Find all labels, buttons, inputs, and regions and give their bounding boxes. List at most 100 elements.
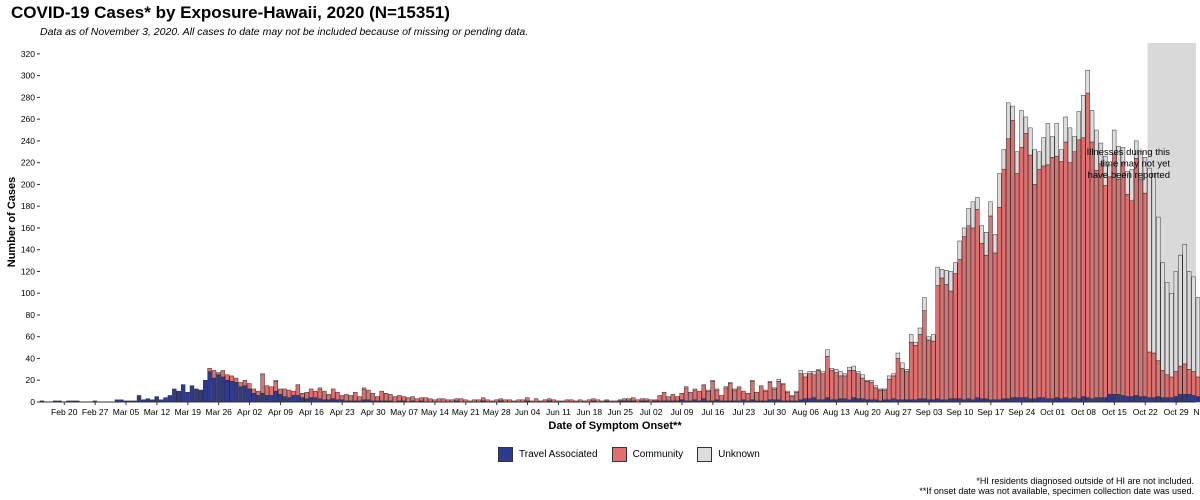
bar-community <box>966 225 971 399</box>
bar-community <box>308 388 314 398</box>
bar-community <box>348 395 353 402</box>
y-tick-label: 140 <box>21 245 35 255</box>
bar-community <box>666 396 671 402</box>
bar-community <box>878 389 883 402</box>
bar-community <box>1107 176 1112 395</box>
bar-unknown <box>939 269 945 279</box>
bar-unknown <box>1169 292 1174 378</box>
bar-travel <box>269 395 274 403</box>
bar-community <box>904 371 909 401</box>
bar-community <box>935 285 940 399</box>
bar-unknown <box>758 385 764 387</box>
bar-community <box>233 377 239 383</box>
bar-community <box>1142 192 1148 397</box>
bar-unknown <box>1014 151 1020 174</box>
bar-unknown <box>1178 254 1183 367</box>
annotation-line: time may not yet <box>1100 159 1170 170</box>
bar-travel <box>1182 394 1187 403</box>
bar-community <box>357 396 362 402</box>
y-tick-label: 120 <box>21 266 35 276</box>
bar-community <box>829 370 834 401</box>
bar-travel <box>273 390 278 403</box>
bar-travel <box>1036 397 1042 403</box>
bar-community <box>842 375 848 399</box>
bar-unknown <box>1028 127 1033 156</box>
bar-community <box>931 340 936 401</box>
bar-travel <box>1103 397 1108 403</box>
reporting-delay-annotation: Illnesses during this time may not yet hav… <box>1087 147 1171 181</box>
bar-unknown <box>732 388 737 391</box>
legend-swatch-travel <box>498 447 513 462</box>
bar-community <box>1050 157 1055 399</box>
bar-unknown <box>988 201 993 217</box>
bar-unknown <box>886 375 892 380</box>
x-tick-label: Aug 20 <box>854 407 881 417</box>
bar-community <box>864 381 870 401</box>
bar-unknown <box>1116 146 1121 180</box>
bar-community <box>710 381 715 402</box>
bar-community <box>388 394 393 402</box>
bar-unknown <box>1076 111 1082 141</box>
bar-travel <box>1191 395 1196 403</box>
bar-travel <box>291 395 296 403</box>
y-tick-label: 320 <box>21 49 35 59</box>
bar-community <box>957 259 962 399</box>
bar-unknown <box>975 197 980 210</box>
bar-unknown <box>1089 110 1095 143</box>
bars <box>39 69 1200 403</box>
bar-unknown <box>833 369 839 373</box>
bar-travel <box>1164 397 1170 403</box>
bar-community <box>1006 138 1011 399</box>
bar-community <box>379 390 384 402</box>
bar-travel <box>1186 394 1192 403</box>
bar-community <box>794 391 799 402</box>
x-tick-label: Sep 03 <box>916 407 943 417</box>
bar-community <box>370 393 376 402</box>
y-tick-label: 80 <box>26 310 36 320</box>
bar-unknown <box>295 384 301 386</box>
bar-community <box>295 385 301 396</box>
bar-unknown <box>1160 262 1165 371</box>
bar-community <box>330 388 336 399</box>
bar-unknown <box>1023 116 1029 134</box>
x-tick-label: Sep 10 <box>946 407 973 417</box>
bar-unknown <box>944 270 949 285</box>
bar-travel <box>295 395 301 403</box>
bar-unknown <box>1072 136 1077 153</box>
bar-travel <box>242 385 248 403</box>
bar-community <box>1138 178 1143 397</box>
x-axis-label: Date of Symptom Onset** <box>548 420 682 432</box>
bar-travel <box>308 397 314 403</box>
bar-unknown <box>957 240 962 260</box>
bar-travel <box>233 382 239 403</box>
bar-unknown <box>997 173 1002 208</box>
y-tick-label: 300 <box>21 71 35 81</box>
legend-item-unknown: Unknown <box>697 447 760 462</box>
bar-community <box>953 273 958 399</box>
bar-unknown <box>904 369 909 372</box>
bar-unknown <box>953 262 958 274</box>
bar-community <box>860 377 865 399</box>
bar-unknown <box>961 227 967 237</box>
bar-unknown <box>948 271 954 292</box>
x-tick-label: Apr 30 <box>361 407 386 417</box>
bar-travel <box>185 391 190 403</box>
bar-travel <box>229 381 234 403</box>
bar-community <box>313 390 318 398</box>
bar-unknown <box>992 234 998 254</box>
bar-travel <box>286 397 292 403</box>
bar-community <box>269 386 274 396</box>
bar-community <box>278 388 283 395</box>
y-tick-label: 60 <box>26 332 36 342</box>
bar-community <box>273 381 278 392</box>
bar-unknown <box>772 387 777 390</box>
bar-unknown <box>1054 123 1059 157</box>
bar-community <box>728 383 733 402</box>
x-tick-label: Oct 01 <box>1040 407 1065 417</box>
bar-unknown <box>1085 69 1090 94</box>
bar-community <box>736 387 742 402</box>
bar-unknown <box>891 373 896 377</box>
bar-unknown <box>970 201 976 229</box>
bar-unknown <box>842 373 848 377</box>
bar-travel <box>172 388 177 403</box>
